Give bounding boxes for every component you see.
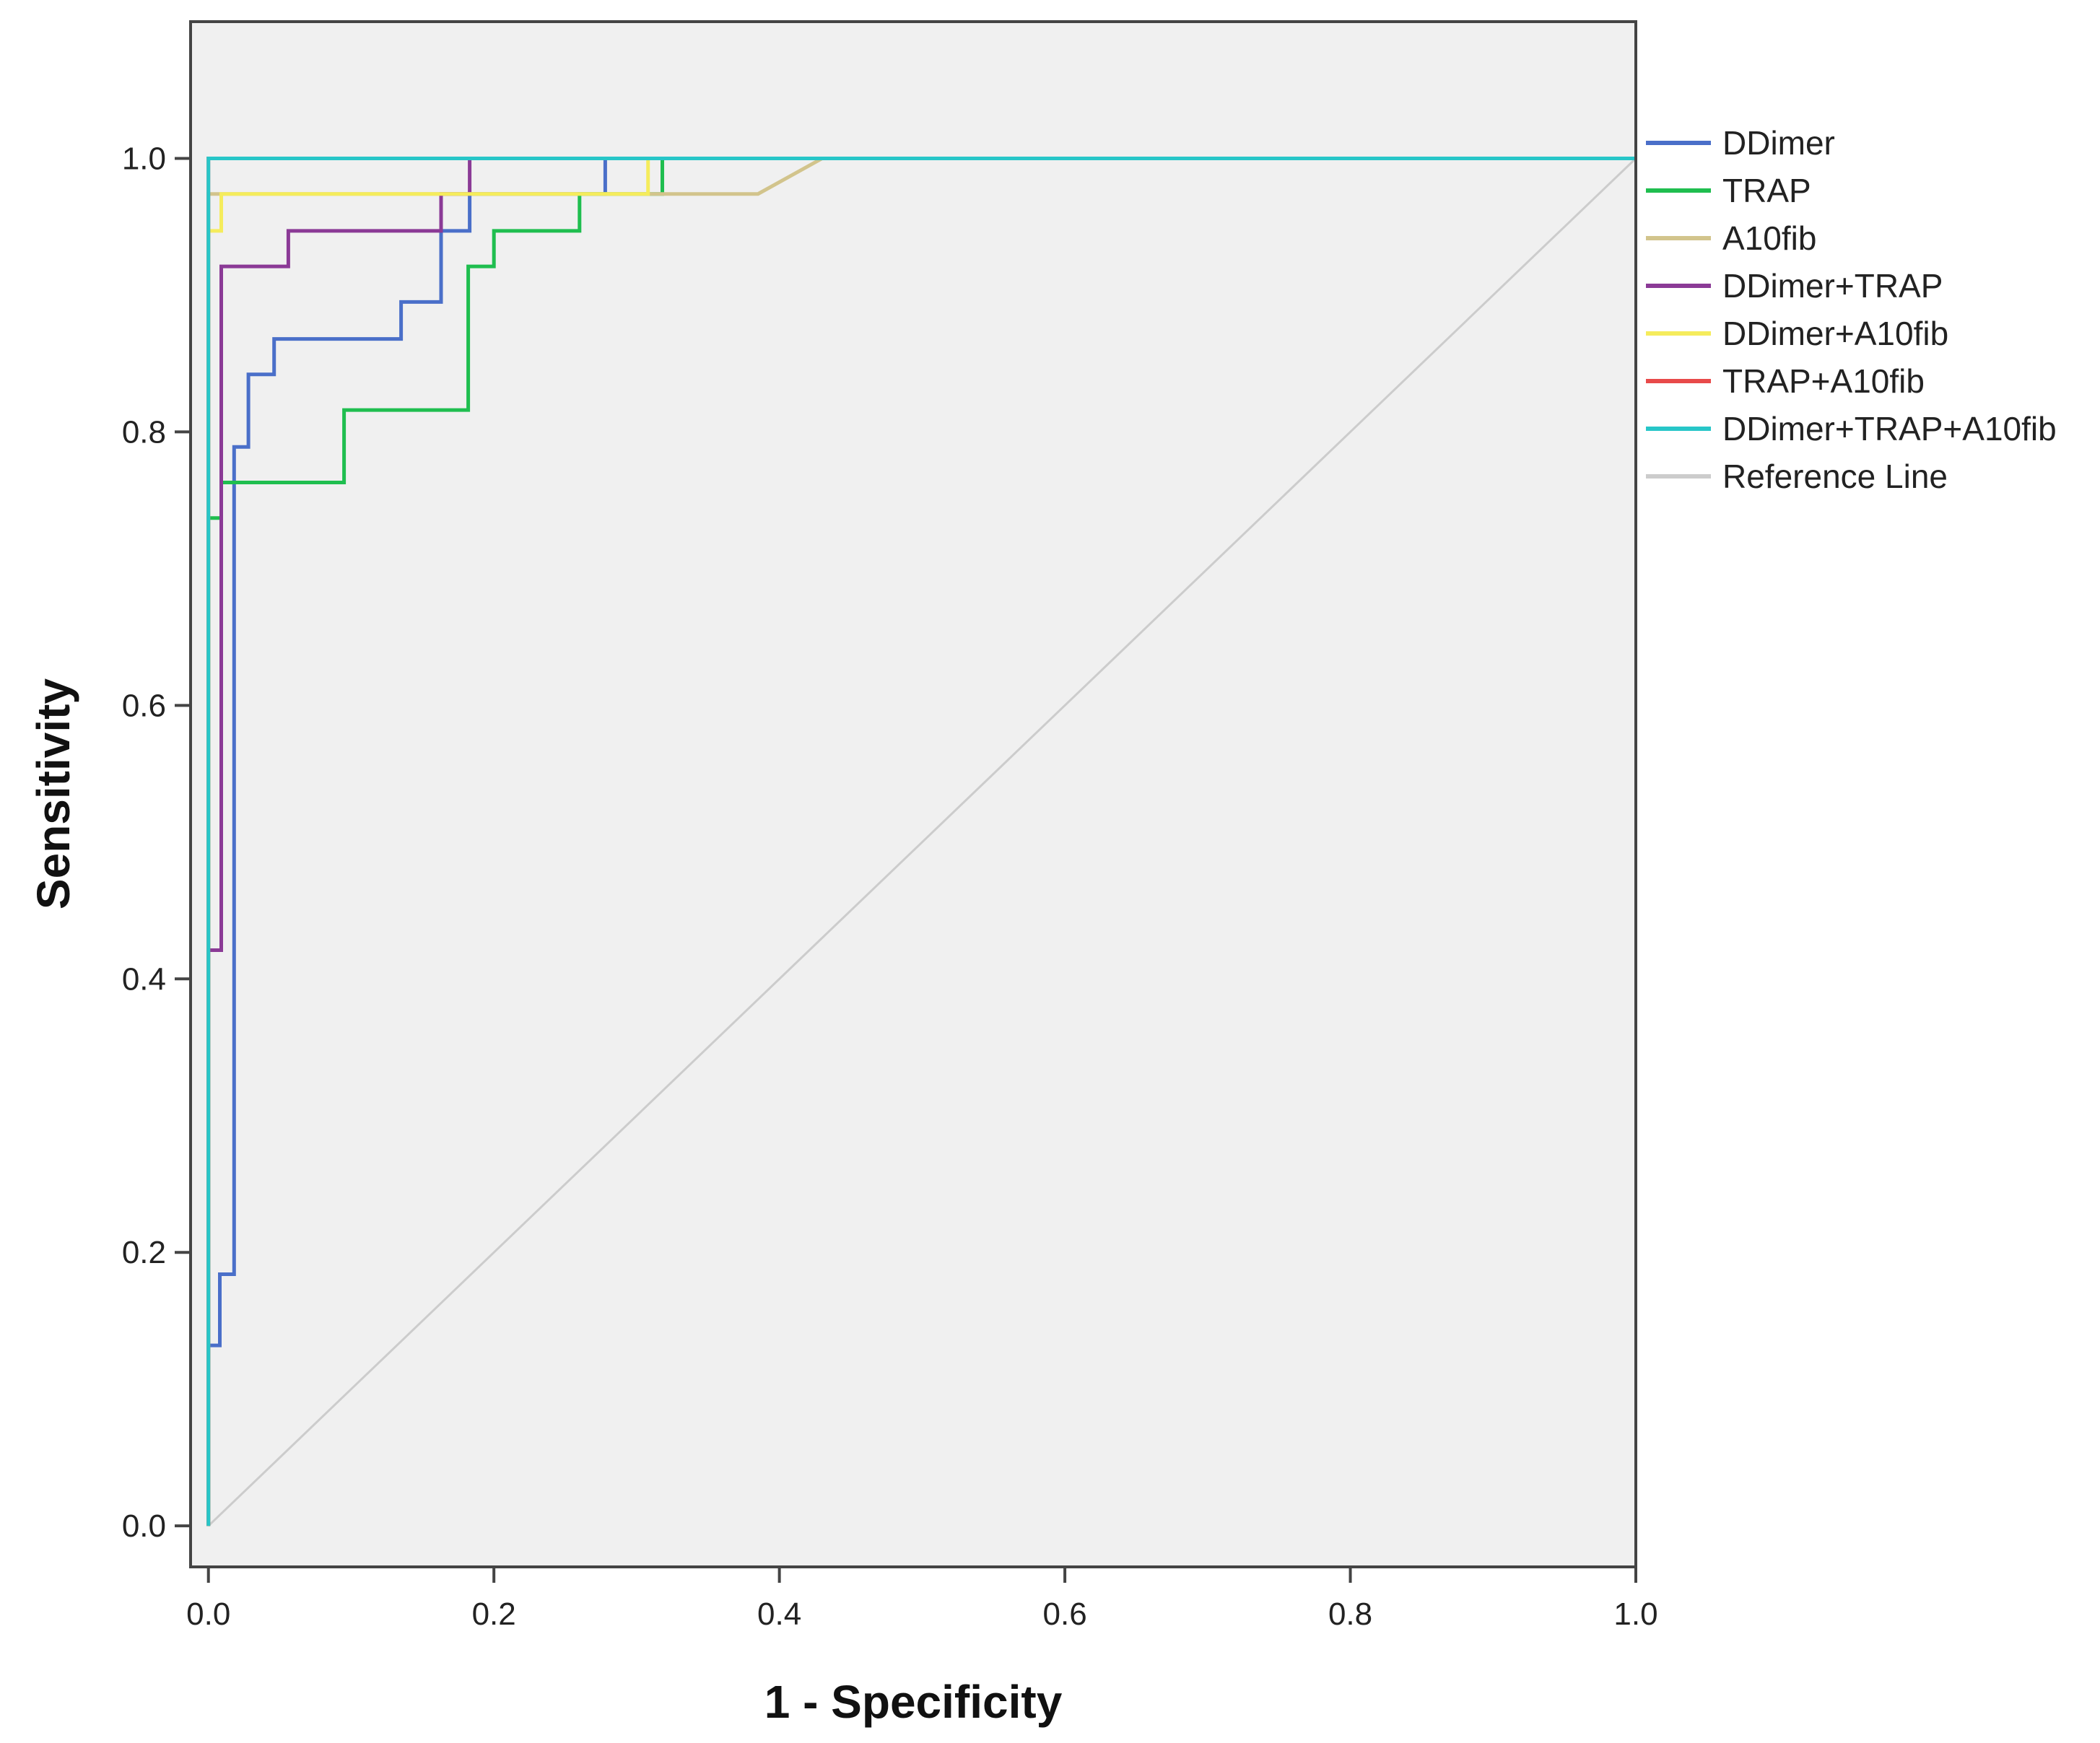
- x-tick-label: 0.4: [757, 1596, 801, 1632]
- x-axis-title: 1 - Specificity: [764, 1676, 1063, 1728]
- series-line-ddimer-trap-a10fib: [206, 157, 1636, 1526]
- series-layer: [206, 157, 1637, 1527]
- x-tick-label: 1.0: [1613, 1596, 1657, 1632]
- y-axis: 0.0 0.2 0.4 0.6 0.8 1.0: [122, 141, 191, 1544]
- y-tick-label: 1.0: [122, 141, 166, 176]
- series-line-ddimer-trap: [206, 157, 1636, 1526]
- y-tick-label: 0.8: [122, 414, 166, 450]
- plot-background: [191, 22, 1636, 1567]
- legend: DDimer TRAP A10fib DDimer+TRAP DDimer+A10fib…: [1646, 124, 2057, 495]
- x-tick-label: 0.6: [1043, 1596, 1087, 1632]
- x-tick-label: 0.0: [186, 1596, 230, 1632]
- x-axis: 0.0 0.2 0.4 0.6 0.8 1.0: [186, 1567, 1658, 1632]
- legend-label-ddimer-trap-a10fib: DDimer+TRAP+A10fib: [1722, 410, 2057, 447]
- plot-frame: [189, 20, 1637, 1568]
- y-axis-title: Sensitivity: [27, 678, 79, 910]
- legend-label-trap-a10fib: TRAP+A10fib: [1722, 362, 1925, 400]
- legend-label-ddimer: DDimer: [1722, 124, 1835, 162]
- y-tick-label: 0.0: [122, 1508, 166, 1544]
- x-tick-label: 0.2: [472, 1596, 516, 1632]
- legend-label-a10fib: A10fib: [1722, 219, 1816, 257]
- series-line-reference-line: [207, 157, 1637, 1527]
- y-tick-label: 0.4: [122, 961, 166, 997]
- y-tick-label: 0.6: [122, 688, 166, 723]
- legend-label-reference-line: Reference Line: [1722, 458, 1948, 495]
- x-tick-label: 0.8: [1328, 1596, 1372, 1632]
- y-tick-label: 0.2: [122, 1235, 166, 1270]
- legend-label-ddimer-trap: DDimer+TRAP: [1722, 267, 1943, 305]
- legend-label-ddimer-a10fib: DDimer+A10fib: [1722, 315, 1948, 352]
- legend-label-trap: TRAP: [1722, 172, 1811, 209]
